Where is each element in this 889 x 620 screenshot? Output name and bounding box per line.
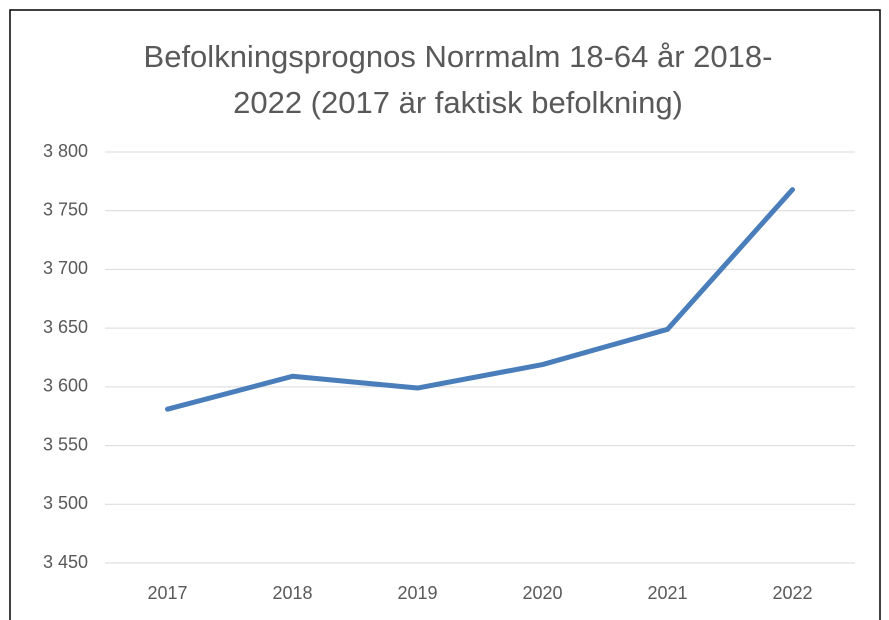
x-tick-label: 2020 bbox=[522, 583, 562, 603]
y-tick-label: 3 800 bbox=[43, 141, 88, 161]
x-tick-label: 2022 bbox=[772, 583, 812, 603]
y-tick-label: 3 600 bbox=[43, 376, 88, 396]
y-tick-label: 3 450 bbox=[43, 552, 88, 572]
y-tick-label: 3 550 bbox=[43, 434, 88, 454]
series-line bbox=[165, 187, 795, 412]
y-tick-label: 3 750 bbox=[43, 199, 88, 219]
y-tick-label: 3 650 bbox=[43, 317, 88, 337]
chart-title: Befolkningsprognos Norrmalm 18-64 år 201… bbox=[143, 39, 773, 120]
y-tick-label: 3 500 bbox=[43, 493, 88, 513]
x-tick-label: 2017 bbox=[147, 583, 187, 603]
x-tick-label: 2021 bbox=[647, 583, 687, 603]
chart-border bbox=[9, 9, 881, 620]
y-tick-label: 3 700 bbox=[43, 258, 88, 278]
x-tick-label: 2018 bbox=[272, 583, 312, 603]
x-tick-label: 2019 bbox=[397, 583, 437, 603]
